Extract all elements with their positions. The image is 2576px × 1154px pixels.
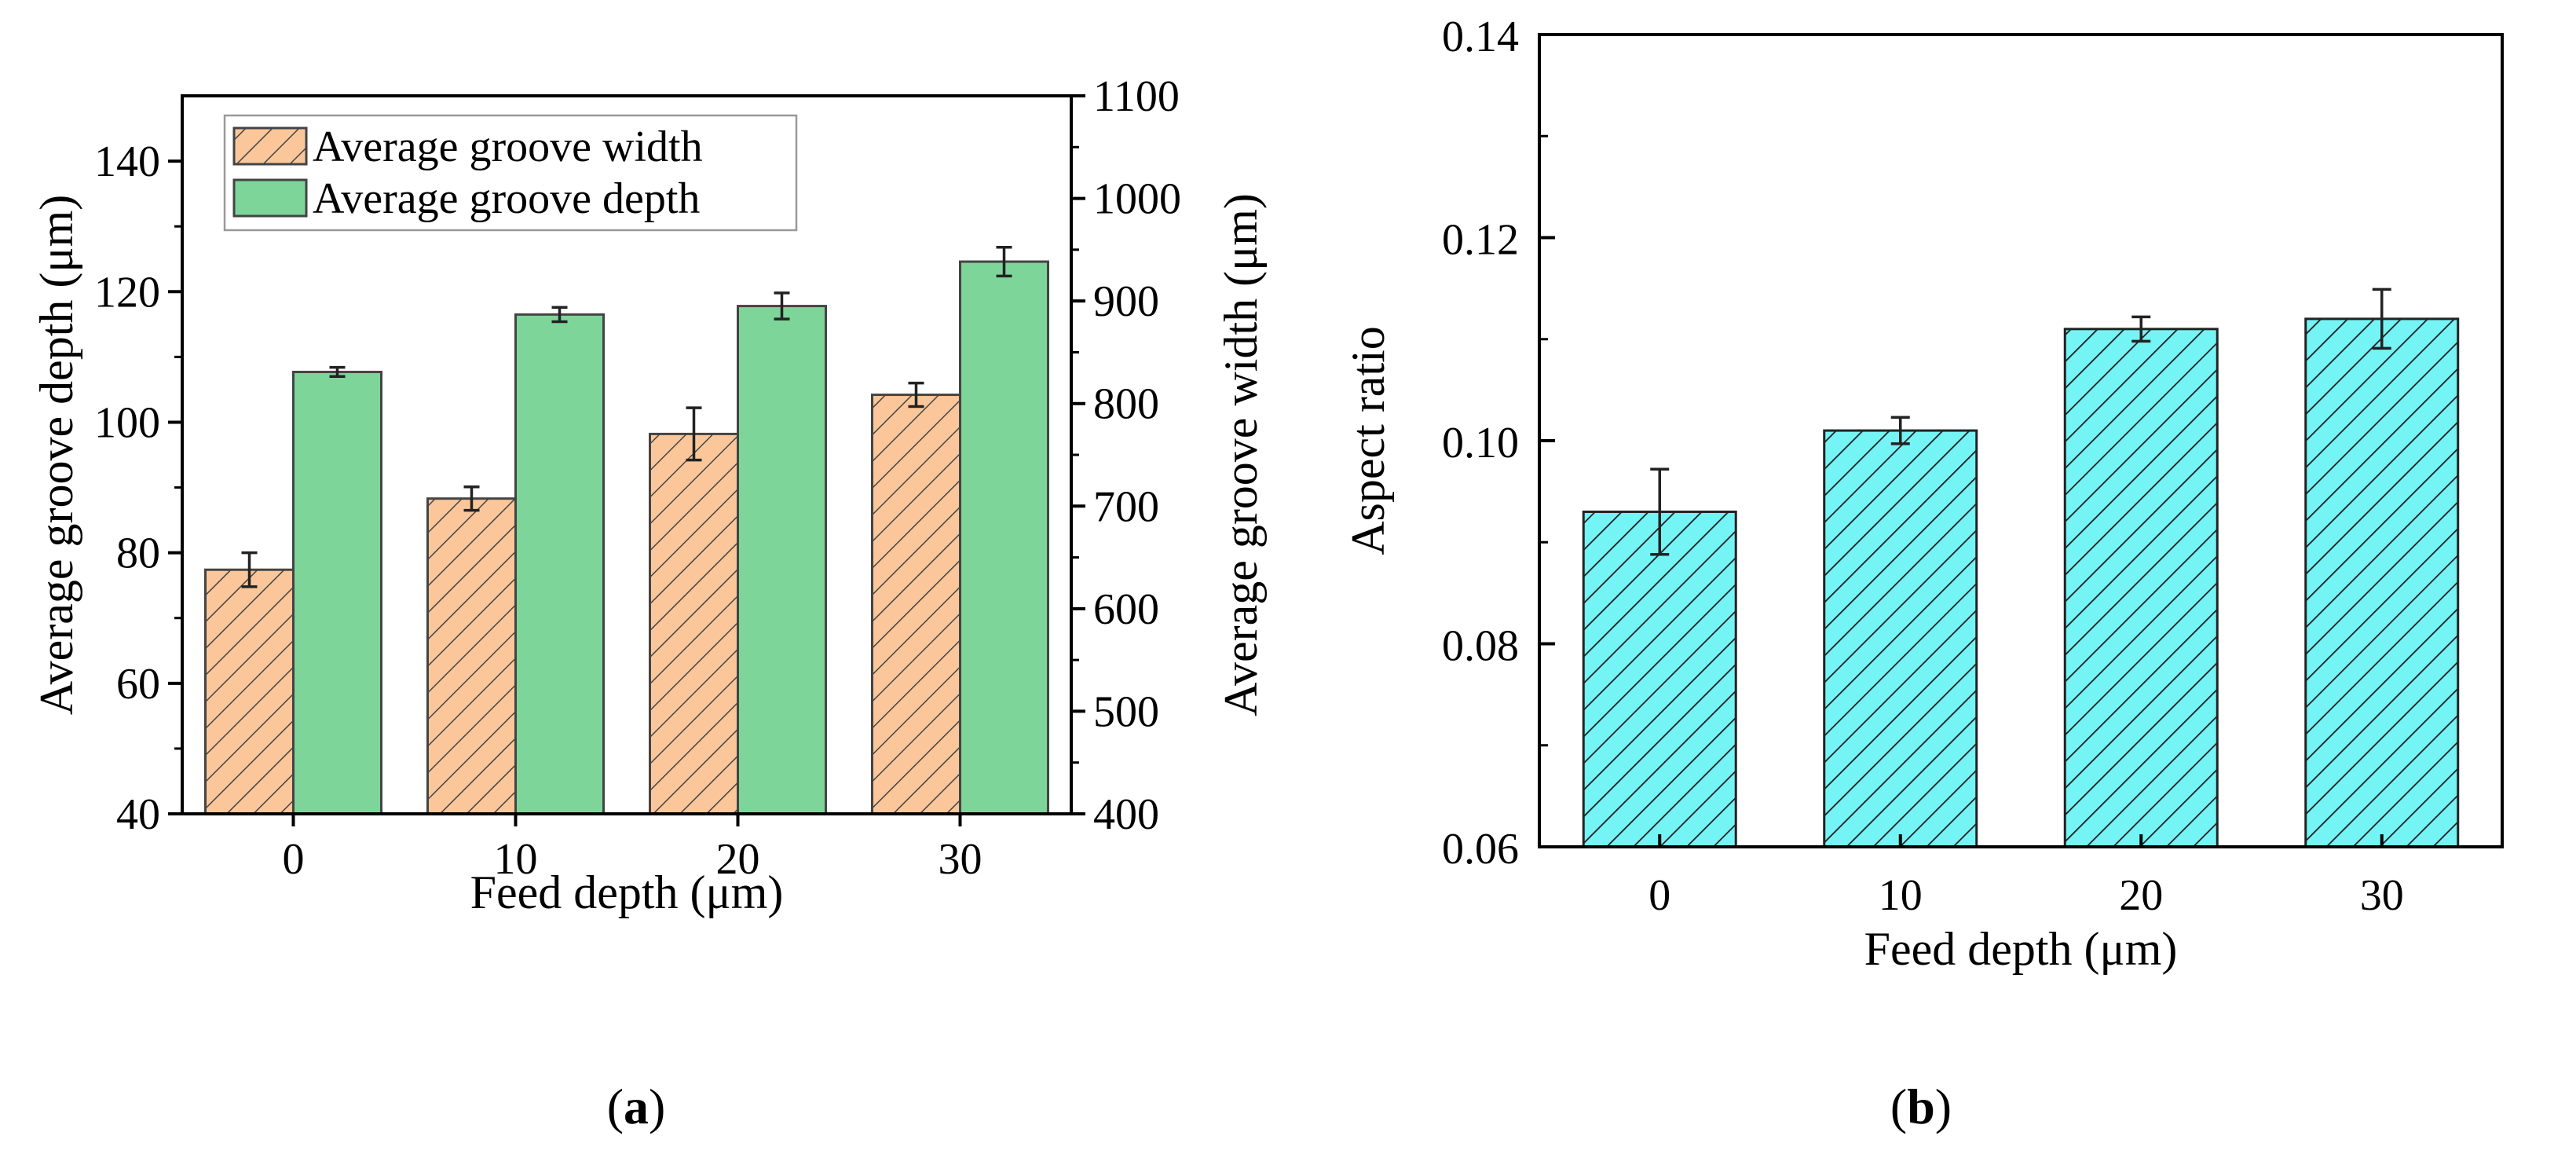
xtick-label-a-30: 30: [939, 835, 982, 884]
chart-a: 4060801001201404005006007008009001000110…: [31, 72, 1267, 918]
ytick-label-b-0.06: 0.06: [1442, 825, 1519, 874]
xtick-label-a-0: 0: [283, 835, 305, 884]
legend-swatch-outline-1: [232, 178, 308, 218]
y-axis-label-b: Aspect ratio: [1342, 326, 1394, 555]
legend-swatch-outline-0: [232, 126, 308, 166]
legend-label-0: Average groove width: [313, 123, 703, 171]
ytick-label-b-0.10: 0.10: [1442, 419, 1519, 467]
bar-hatch-aspect-ratio-30: [2305, 318, 2458, 847]
panel-label-a: (a): [607, 1079, 666, 1134]
ytick-label-b-0.08: 0.08: [1442, 622, 1519, 671]
bar-hatch-aspect-ratio-10: [1824, 430, 1977, 847]
x-axis-label-a: Feed depth (μm): [470, 866, 784, 918]
legend-label-1: Average groove depth: [313, 174, 700, 223]
y2tick-label-a-900: 900: [1093, 277, 1159, 326]
y-axis-label-a: Average groove depth (μm): [31, 195, 82, 715]
y2tick-label-a-1000: 1000: [1093, 175, 1181, 224]
panel-label-b-open: (: [1890, 1079, 1907, 1134]
legend-swatch-1: [234, 180, 306, 216]
panel-label-b-close: ): [1935, 1079, 1952, 1134]
ytick-label-b-0.14: 0.14: [1442, 13, 1519, 61]
ytick-label-a-140: 140: [94, 137, 160, 186]
ytick-label-a-100: 100: [94, 398, 160, 447]
legend-swatch-hatch-0: [234, 128, 306, 164]
bar-hatch-width-20: [649, 434, 738, 814]
xtick-label-b-20: 20: [2119, 871, 2163, 920]
y2tick-label-a-700: 700: [1093, 482, 1159, 531]
xtick-label-a-20: 20: [716, 835, 760, 884]
y2tick-label-a-1100: 1100: [1093, 72, 1180, 121]
xtick-label-a-10: 10: [494, 835, 538, 884]
bar-hatch-aspect-ratio-20: [2065, 328, 2218, 847]
ytick-label-b-0.12: 0.12: [1442, 216, 1519, 265]
bar-hatch-width-30: [872, 394, 961, 814]
bar-depth-30: [960, 262, 1048, 814]
chart-b: 0.06 0.08 0.10 0.12 0.14 0 10 20 30 Feed depth (μ…: [1342, 13, 2504, 975]
y2tick-label-a-600: 600: [1093, 585, 1159, 634]
legend-box: [223, 114, 798, 232]
panel-label-b: (b): [1890, 1079, 1952, 1134]
bar-hatch-width-0: [205, 570, 294, 814]
y2tick-label-a-800: 800: [1093, 380, 1159, 429]
bar-hatch-width-10: [427, 498, 516, 814]
xtick-label-b-0: 0: [1648, 871, 1670, 920]
panel-label-a-close: ): [649, 1079, 665, 1134]
ytick-label-a-120: 120: [94, 268, 160, 317]
bar-depth-20: [737, 306, 826, 814]
xtick-label-b-10: 10: [1879, 871, 1923, 920]
panel-label-b-letter: b: [1907, 1079, 1935, 1134]
y2tick-label-a-400: 400: [1093, 790, 1159, 839]
bar-hatch-aspect-ratio-0: [1583, 511, 1736, 847]
y2tick-label-a-500: 500: [1093, 687, 1159, 736]
bar-depth-0: [293, 372, 382, 814]
panel-label-a-letter: a: [624, 1079, 649, 1134]
y2-axis-label-a: Average groove width (μm): [1215, 193, 1267, 716]
xtick-label-b-30: 30: [2360, 871, 2404, 920]
panel-label-a-open: (: [607, 1079, 624, 1134]
ytick-label-a-60: 60: [116, 660, 160, 709]
ytick-label-a-40: 40: [116, 790, 160, 839]
x-axis-label-b: Feed depth (μm): [1864, 923, 2178, 975]
ytick-label-a-80: 80: [116, 529, 160, 578]
bar-depth-10: [515, 314, 604, 814]
